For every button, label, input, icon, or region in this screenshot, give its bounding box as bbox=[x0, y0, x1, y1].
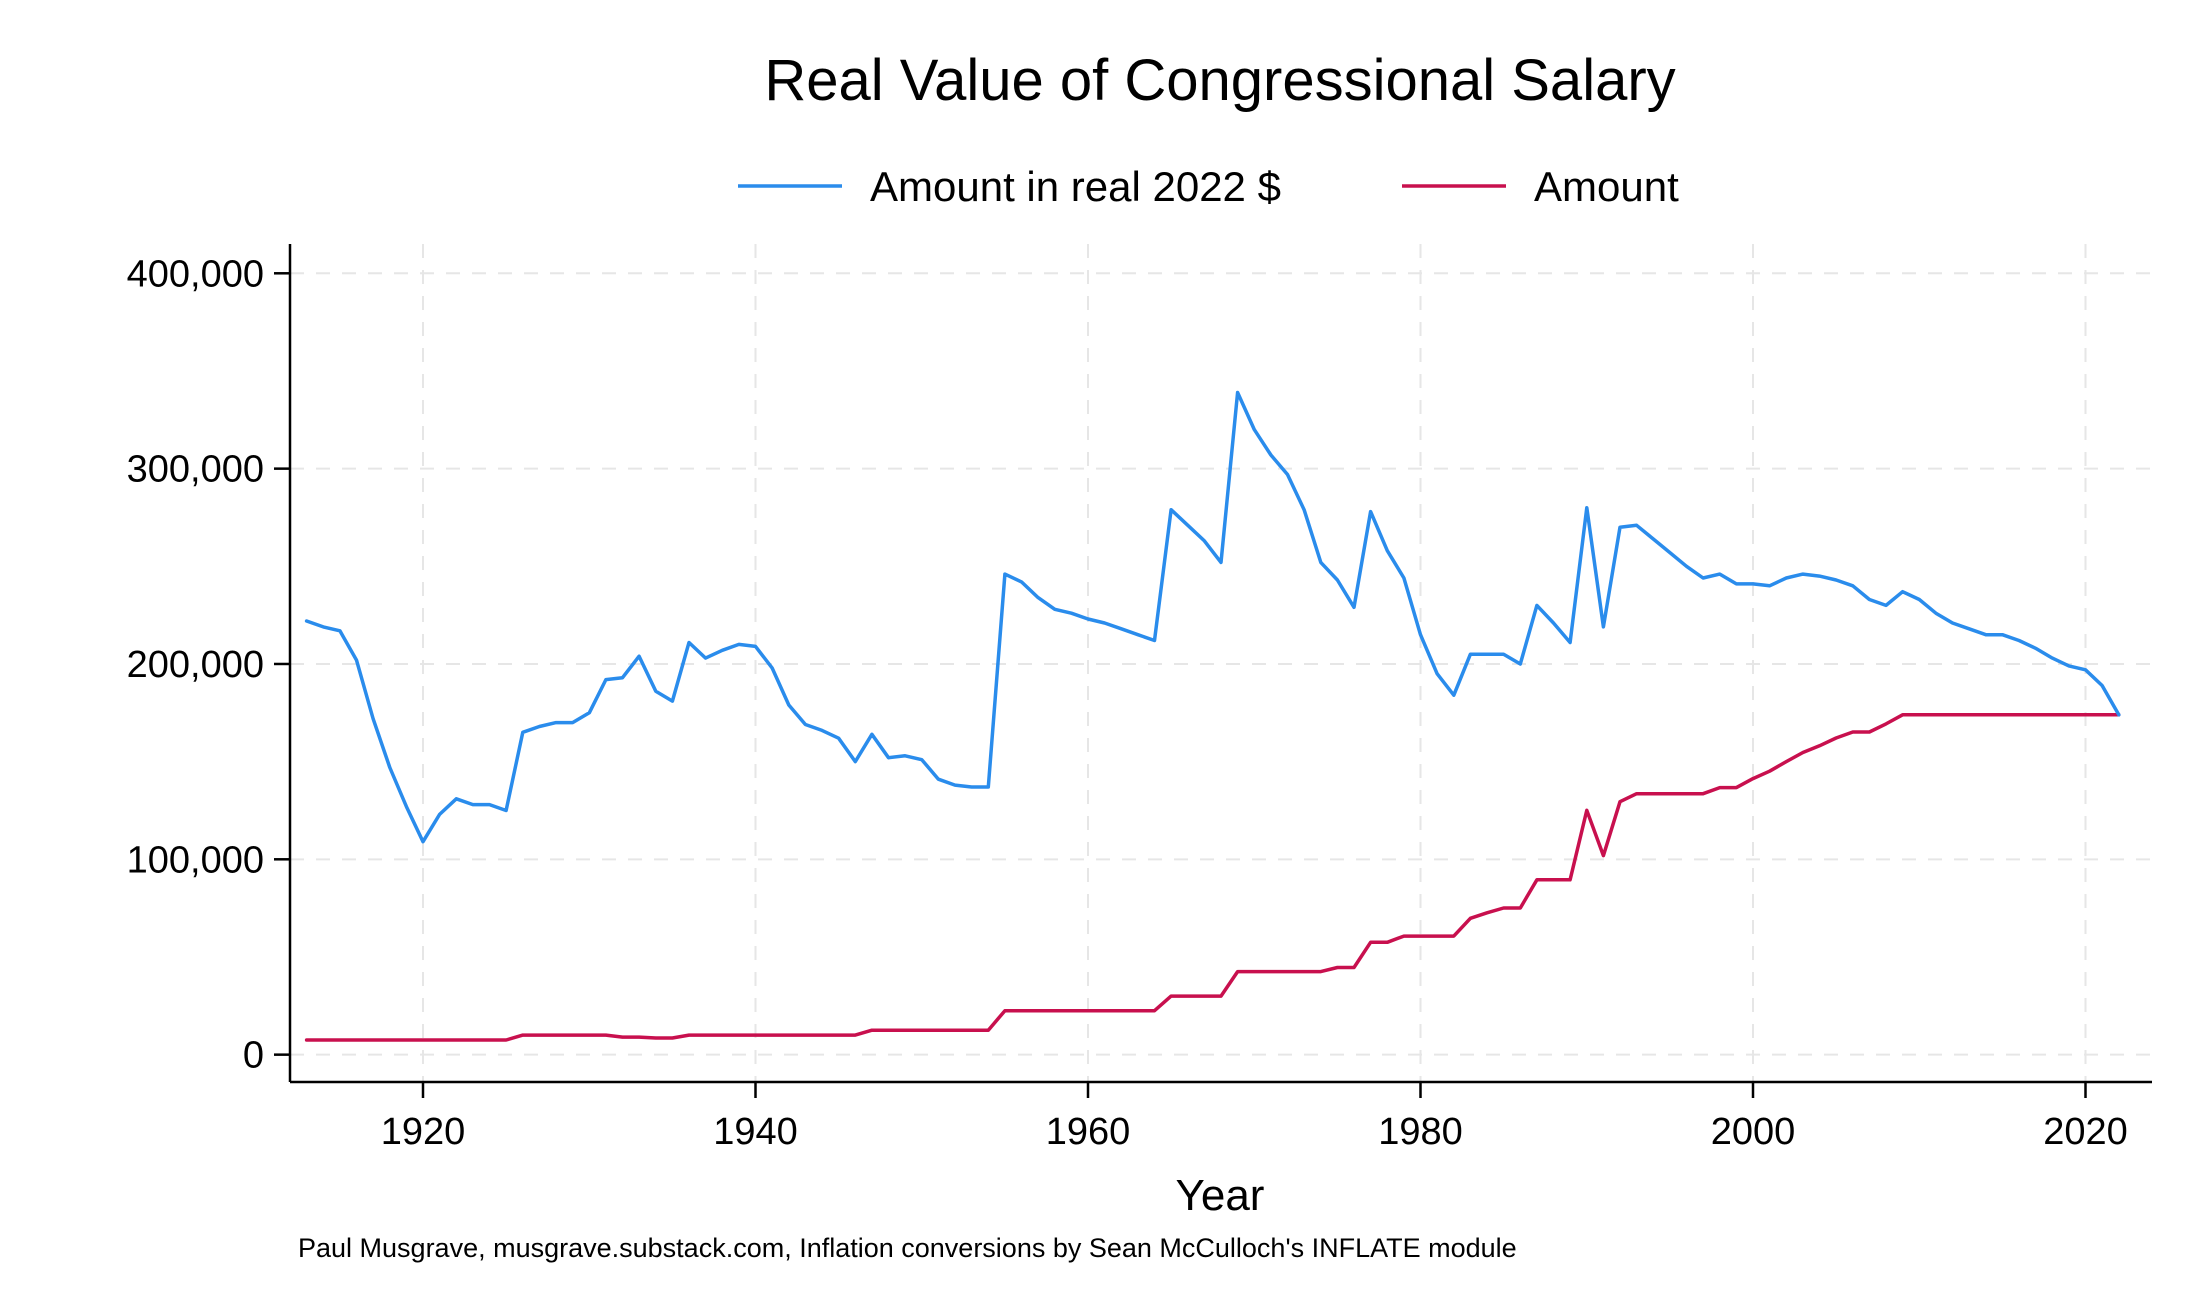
series-line-real bbox=[304, 390, 2121, 844]
legend-item-amount: Amount bbox=[1402, 163, 1679, 210]
series-line-amount bbox=[304, 713, 2121, 1042]
x-tick-label: 1940 bbox=[713, 1111, 798, 1153]
x-tick-label: 1960 bbox=[1046, 1111, 1131, 1153]
x-tick-label: 2000 bbox=[1711, 1111, 1796, 1153]
y-tick-label: 400,000 bbox=[127, 253, 264, 295]
series-lines bbox=[304, 390, 2121, 1042]
legend-label-amount: Amount bbox=[1534, 163, 1679, 210]
x-axis-ticks: 1920 1940 1960 1980 2000 2020 bbox=[381, 1082, 2128, 1153]
source-note: Paul Musgrave, musgrave.substack.com, In… bbox=[298, 1233, 1517, 1263]
legend-item-real: Amount in real 2022 $ bbox=[738, 163, 1281, 210]
x-tick-label: 2020 bbox=[2043, 1111, 2128, 1153]
y-axis-ticks: 0 100,000 200,000 300,000 400,000 bbox=[127, 253, 290, 1077]
grid-lines bbox=[290, 244, 2152, 1082]
y-tick-label: 0 bbox=[243, 1035, 264, 1077]
legend: Amount in real 2022 $ Amount bbox=[738, 163, 1679, 210]
chart-title: Real Value of Congressional Salary bbox=[764, 48, 1675, 113]
x-axis-label: Year bbox=[1176, 1171, 1265, 1220]
x-tick-label: 1920 bbox=[381, 1111, 466, 1153]
y-tick-label: 200,000 bbox=[127, 644, 264, 686]
y-tick-label: 300,000 bbox=[127, 449, 264, 491]
legend-label-real: Amount in real 2022 $ bbox=[870, 163, 1281, 210]
x-tick-label: 1980 bbox=[1378, 1111, 1463, 1153]
y-tick-label: 100,000 bbox=[127, 839, 264, 881]
axes bbox=[288, 244, 2152, 1084]
